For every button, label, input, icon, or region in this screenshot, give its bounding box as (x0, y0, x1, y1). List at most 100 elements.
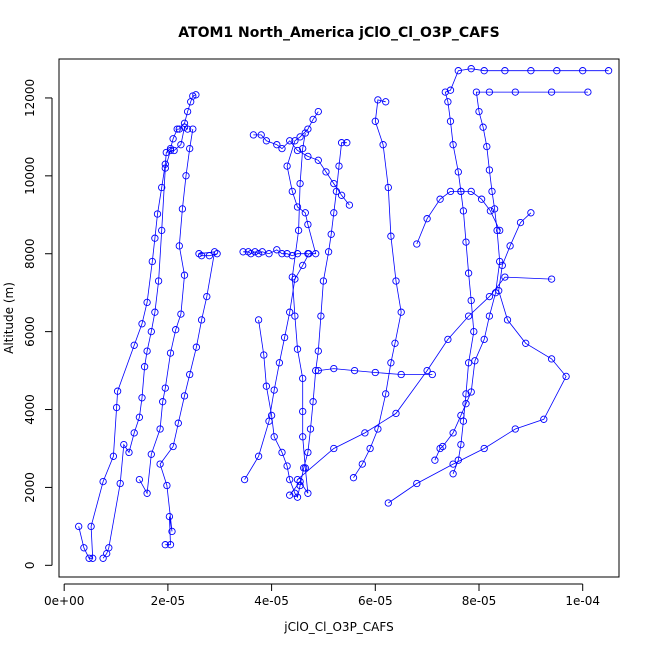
data-point (296, 179, 304, 188)
data-point (254, 452, 263, 460)
data-point (177, 141, 185, 149)
data-point (459, 207, 468, 215)
data-point (147, 450, 155, 458)
data-point (314, 347, 322, 355)
data-point (286, 475, 294, 484)
x-tick-label: 6e-05 (358, 594, 393, 608)
data-point (294, 226, 303, 235)
data-point (439, 442, 447, 451)
data-point (153, 210, 162, 218)
data-point (161, 541, 169, 549)
data-point (464, 359, 473, 367)
y-axis-label: Altitude (m) (2, 282, 16, 354)
data-point (288, 273, 296, 281)
data-point (462, 238, 470, 246)
data-point (397, 370, 405, 379)
data-point (457, 440, 465, 449)
data-point (449, 141, 457, 149)
data-point (156, 425, 164, 433)
data-point (337, 191, 346, 199)
data-point (192, 91, 200, 99)
data-point (273, 141, 281, 149)
series-line (78, 94, 197, 559)
data-point (379, 141, 387, 149)
data-point (547, 88, 556, 96)
data-point (186, 144, 194, 153)
data-point (293, 146, 302, 155)
data-point (314, 366, 322, 375)
data-point (501, 273, 509, 281)
data-point (431, 456, 439, 464)
data-point (80, 544, 88, 552)
data-point (296, 133, 304, 141)
data-point (180, 119, 189, 127)
data-point (147, 327, 155, 336)
data-point (158, 226, 166, 235)
data-point (317, 312, 325, 320)
data-point (371, 117, 379, 125)
data-point (239, 248, 247, 256)
data-point (382, 390, 390, 398)
data-point (257, 131, 265, 139)
series-line (416, 190, 501, 245)
y-axis: 0 2000 4000 6000 8000 10000 12000 (23, 79, 53, 569)
data-point (471, 357, 479, 365)
data-point (511, 425, 519, 433)
data-point (547, 355, 556, 363)
series-line (159, 251, 218, 546)
data-point (527, 67, 535, 75)
data-point (161, 164, 169, 172)
data-point (462, 400, 470, 408)
data-point (309, 115, 317, 124)
data-point (286, 308, 294, 316)
data-point (174, 419, 182, 427)
data-point (247, 250, 255, 258)
data-point (165, 512, 174, 521)
data-point (361, 429, 369, 437)
data-point (240, 475, 249, 484)
data-point (428, 370, 436, 379)
data-point (475, 107, 483, 116)
data-point (278, 250, 286, 258)
data-point (330, 209, 338, 217)
data-point (75, 522, 83, 531)
data-point (210, 248, 219, 256)
data-point (170, 146, 178, 155)
data-point (112, 403, 121, 412)
data-point (177, 310, 185, 318)
data-point (197, 252, 206, 260)
data-point (312, 250, 320, 258)
data-point (472, 88, 481, 96)
data-point (192, 343, 201, 351)
y-tick-label: 4000 (23, 394, 37, 425)
data-point (286, 491, 294, 499)
data-point (496, 226, 504, 235)
data-point (293, 203, 302, 211)
data-point (175, 242, 183, 250)
data-point (467, 388, 475, 396)
data-point (485, 166, 494, 174)
plot-series (75, 65, 613, 562)
data-point (159, 398, 167, 406)
data-point (349, 474, 358, 482)
data-point (464, 312, 473, 320)
data-point (85, 554, 93, 562)
data-point (454, 168, 462, 176)
data-point (553, 67, 561, 75)
data-point (467, 187, 475, 196)
data-point (273, 246, 281, 254)
data-point (116, 479, 124, 488)
x-tick-label: 8e-05 (462, 594, 497, 608)
data-point (374, 96, 382, 104)
data-point (89, 554, 97, 562)
data-point (205, 252, 214, 260)
data-point (161, 384, 169, 392)
data-point (477, 195, 486, 203)
y-tick-label: 10000 (23, 157, 37, 195)
data-point (203, 292, 211, 301)
x-tick-label: 0e+00 (44, 594, 84, 608)
data-point (306, 425, 315, 433)
data-point (182, 172, 190, 180)
data-point (384, 499, 392, 507)
